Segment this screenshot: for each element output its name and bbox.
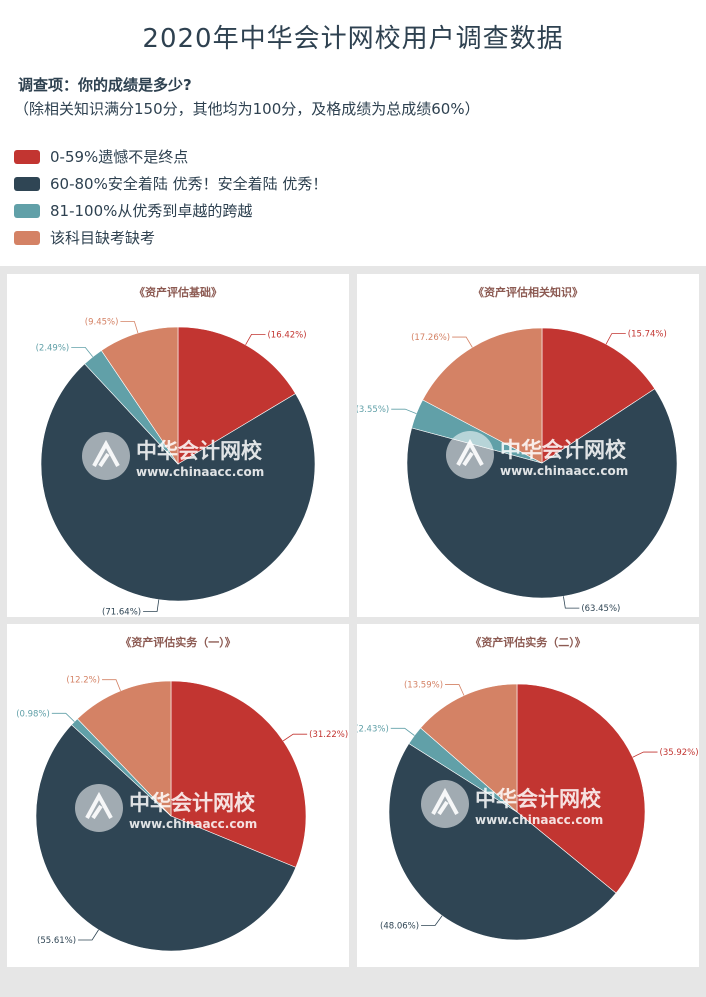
legend: 0-59%遗憾不是终点 60-80%安全着陆 优秀！安全着陆 优秀！ 81-10… bbox=[14, 143, 327, 251]
data-label: (17.26%) bbox=[411, 333, 450, 343]
legend-swatch bbox=[14, 203, 40, 218]
data-label: (16.42%) bbox=[267, 330, 306, 340]
label-leader-line bbox=[390, 727, 415, 736]
data-label: (31.22%) bbox=[309, 730, 348, 740]
legend-swatch bbox=[14, 176, 40, 191]
label-leader-line bbox=[563, 596, 580, 609]
chart-title: 《资产评估实务（一）》 bbox=[120, 636, 236, 649]
label-leader-line bbox=[71, 346, 94, 358]
chart-panel-knowledge: 《资产评估相关知识》 中华会计网校 www.chinaacc.com (15.74%… bbox=[357, 274, 699, 617]
label-leader-line bbox=[282, 733, 308, 742]
chart-title: 《资产评估实务（二）》 bbox=[470, 636, 586, 649]
data-label: (2.43%) bbox=[357, 724, 389, 734]
label-leader-line bbox=[51, 712, 75, 722]
data-label: (55.61%) bbox=[37, 936, 76, 946]
data-label: (63.45%) bbox=[581, 604, 620, 614]
data-label: (2.49%) bbox=[36, 343, 70, 353]
data-label: (12.2%) bbox=[66, 676, 100, 686]
watermark-url: www.chinaacc.com bbox=[475, 813, 603, 827]
legend-label: 该科目缺考缺考 bbox=[50, 229, 156, 247]
label-leader-line bbox=[605, 333, 626, 345]
data-label: (0.98%) bbox=[16, 709, 50, 719]
watermark: 中华会计网校 www.chinaacc.com bbox=[75, 784, 257, 832]
data-label: (9.45%) bbox=[85, 318, 119, 328]
data-label: (48.06%) bbox=[380, 922, 419, 932]
chart-title: 《资产评估基础》 bbox=[134, 286, 222, 299]
pie-slice bbox=[541, 327, 656, 464]
pie-slice bbox=[40, 363, 316, 602]
label-leader-line bbox=[120, 321, 139, 334]
label-leader-line bbox=[452, 336, 473, 348]
watermark-url: www.chinaacc.com bbox=[500, 464, 628, 478]
chart-panel-practice-1: 《资产评估实务（一）》 中华会计网校 www.chinaacc.com (31.22… bbox=[7, 624, 349, 967]
label-leader-line bbox=[143, 599, 160, 612]
data-label: (35.92%) bbox=[660, 748, 699, 758]
legend-label: 81-100%从优秀到卓越的跨越 bbox=[50, 202, 253, 220]
pie-chart: 中华会计网校 www.chinaacc.com (35.92%) (48.06%) (2… bbox=[357, 681, 699, 941]
watermark-url: www.chinaacc.com bbox=[129, 817, 257, 831]
label-leader-line bbox=[421, 915, 443, 926]
watermark-name: 中华会计网校 bbox=[129, 791, 256, 815]
watermark-logo-glyph bbox=[456, 438, 484, 467]
label-leader-line bbox=[445, 684, 465, 696]
watermark: 中华会计网校 www.chinaacc.com bbox=[446, 431, 628, 479]
survey-question: 调查项：你的成绩是多少? bbox=[18, 76, 192, 94]
watermark-logo-glyph bbox=[431, 787, 459, 816]
watermark-url: www.chinaacc.com bbox=[136, 465, 264, 479]
pie-slice bbox=[35, 724, 297, 952]
chart-title: 《资产评估相关知识》 bbox=[473, 286, 583, 299]
watermark: 中华会计网校 www.chinaacc.com bbox=[421, 780, 603, 828]
legend-item-fail: 0-59%遗憾不是终点 bbox=[14, 143, 327, 170]
page-title: 2020年中华会计网校用户调查数据 bbox=[142, 24, 564, 54]
legend-swatch bbox=[14, 230, 40, 245]
legend-item-absent: 该科目缺考缺考 bbox=[14, 224, 327, 251]
data-label: (15.74%) bbox=[628, 330, 667, 340]
chart-panel-basics: 《资产评估基础》 中华会计网校 www.chinaacc.com (16.42%) (… bbox=[7, 274, 349, 617]
pie-chart: 中华会计网校 www.chinaacc.com (15.74%) (63.45%) (3… bbox=[357, 327, 678, 614]
legend-label: 60-80%安全着陆 优秀！安全着陆 优秀！ bbox=[50, 175, 328, 193]
data-label: (71.64%) bbox=[102, 608, 141, 617]
label-leader-line bbox=[632, 751, 658, 758]
watermark-logo-glyph bbox=[85, 791, 113, 820]
watermark-logo-glyph bbox=[92, 439, 120, 468]
watermark-name: 中华会计网校 bbox=[136, 439, 263, 463]
label-leader-line bbox=[78, 929, 99, 941]
label-leader-line bbox=[391, 408, 417, 414]
pie-chart: 中华会计网校 www.chinaacc.com (31.22%) (55.61%) (0… bbox=[16, 676, 348, 952]
pie-slice bbox=[100, 326, 179, 465]
label-leader-line bbox=[245, 333, 266, 346]
legend-swatch bbox=[14, 149, 40, 164]
watermark: 中华会计网校 www.chinaacc.com bbox=[82, 432, 264, 480]
label-leader-line bbox=[102, 679, 121, 691]
pie-slice bbox=[76, 680, 172, 817]
pie-slice bbox=[177, 326, 296, 465]
chart-panel-practice-2: 《资产评估实务（二）》 中华会计网校 www.chinaacc.com (35.92… bbox=[357, 624, 699, 967]
data-label: (13.59%) bbox=[404, 681, 443, 691]
legend-label: 0-59%遗憾不是终点 bbox=[50, 148, 189, 166]
legend-item-excellent: 81-100%从优秀到卓越的跨越 bbox=[14, 197, 327, 224]
survey-note: （除相关知识满分150分，其他均为100分，及格成绩为总成绩60%） bbox=[14, 100, 480, 118]
watermark-name: 中华会计网校 bbox=[500, 438, 627, 462]
pie-chart: 中华会计网校 www.chinaacc.com (16.42%) (71.64%) (2… bbox=[36, 318, 316, 617]
watermark-name: 中华会计网校 bbox=[475, 787, 602, 811]
legend-item-pass: 60-80%安全着陆 优秀！安全着陆 优秀！ bbox=[14, 170, 327, 197]
data-label: (3.55%) bbox=[357, 405, 389, 415]
pie-slice bbox=[516, 683, 646, 894]
